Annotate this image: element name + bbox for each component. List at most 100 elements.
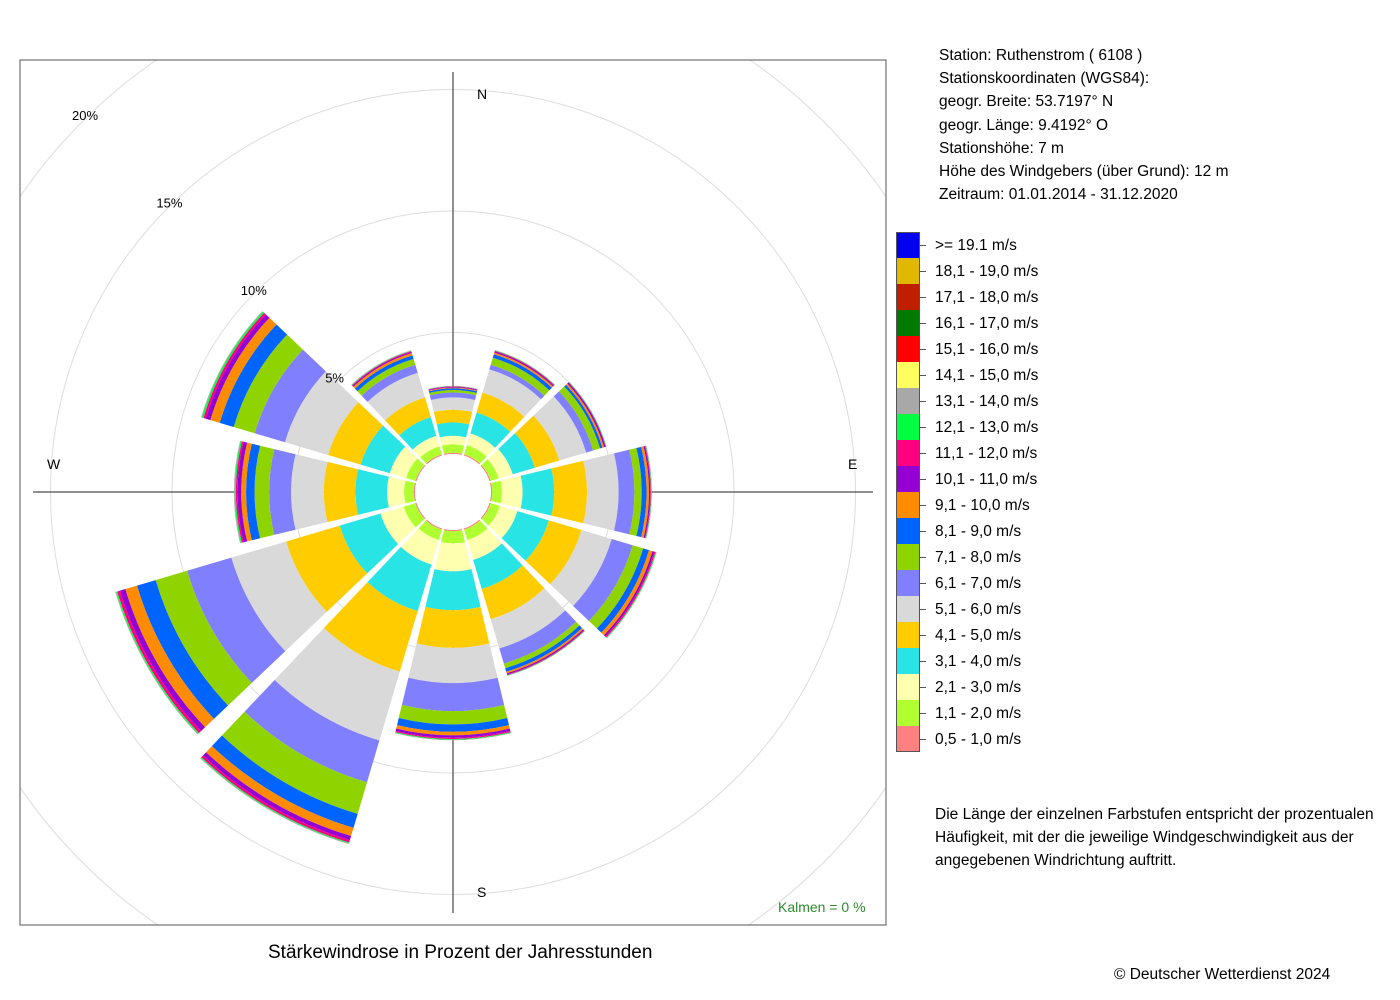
sector-band xyxy=(416,606,490,648)
sector-band xyxy=(430,397,476,413)
sector-band xyxy=(493,352,554,388)
compass-s: S xyxy=(477,884,486,900)
legend-swatch xyxy=(896,570,920,596)
legend-tick xyxy=(920,375,926,376)
legend-swatch xyxy=(896,388,920,414)
sector-band xyxy=(500,475,523,509)
calms-label: Kalmen = 0 % xyxy=(778,899,866,915)
legend-tick xyxy=(920,245,926,246)
legend-swatch xyxy=(896,336,920,362)
sector-band xyxy=(412,435,440,458)
sector-band xyxy=(187,557,286,683)
sector-band xyxy=(415,465,426,482)
sector-band xyxy=(463,454,480,465)
sector-band xyxy=(401,677,505,712)
sector-band xyxy=(466,433,496,457)
sector-band xyxy=(645,445,652,539)
sector-band xyxy=(429,392,477,400)
sector-band xyxy=(436,422,470,438)
sector-band xyxy=(480,502,491,519)
sector-band xyxy=(205,314,270,421)
sector-band xyxy=(367,546,432,612)
sector-band xyxy=(489,364,545,400)
station-height: Stationshöhe: 7 m xyxy=(939,139,1064,157)
sector-band xyxy=(291,454,328,530)
sector-band xyxy=(564,384,603,449)
sector-270 xyxy=(233,440,417,544)
sector-band xyxy=(354,355,414,392)
sector-band xyxy=(428,386,478,390)
legend-item: 9,1 - 10,0 m/s xyxy=(896,492,1096,518)
legend-label: 2,1 - 3,0 m/s xyxy=(935,679,1022,696)
sector-band xyxy=(395,730,511,739)
sector-band xyxy=(398,704,508,725)
sector-210 xyxy=(200,519,443,845)
legend-swatch xyxy=(896,726,920,752)
sector-band xyxy=(434,541,472,572)
sector-band xyxy=(489,482,493,502)
legend-item: 18,1 - 19,0 m/s xyxy=(896,258,1096,284)
legend-swatch xyxy=(896,284,920,310)
compass-w: W xyxy=(47,456,61,472)
explanation-note: Die Länge der einzelnen Farbstufen entsp… xyxy=(935,803,1395,873)
sector-90 xyxy=(489,445,652,539)
legend-swatch xyxy=(896,622,920,648)
sector-band xyxy=(487,449,513,479)
sector-band xyxy=(482,369,542,417)
sector-band xyxy=(125,585,214,728)
sector-band xyxy=(441,530,465,544)
sector-band xyxy=(514,415,560,468)
sector-band xyxy=(210,317,277,423)
legend-tick xyxy=(920,557,926,558)
sector-band xyxy=(463,519,480,530)
legend-swatch xyxy=(896,414,920,440)
sector-300 xyxy=(201,311,426,482)
sector-band xyxy=(395,732,511,741)
legend-tick xyxy=(920,531,926,532)
sector-band xyxy=(443,528,463,532)
legend-item: 14,1 - 15,0 m/s xyxy=(896,362,1096,388)
sector-band xyxy=(583,453,619,531)
sector-band xyxy=(439,435,467,446)
sector-band xyxy=(254,445,275,539)
legend-tick xyxy=(920,323,926,324)
ring-label: 20% xyxy=(72,108,98,123)
sector-band xyxy=(274,627,400,741)
sector-band xyxy=(339,513,399,574)
sector-band xyxy=(155,570,252,706)
sector-band xyxy=(367,372,425,421)
legend-swatch xyxy=(896,700,920,726)
center-hole xyxy=(415,454,491,530)
legend-tick xyxy=(920,479,926,480)
legend-item: 13,1 - 14,0 m/s xyxy=(896,388,1096,414)
legend-item: 16,1 - 17,0 m/s xyxy=(896,310,1096,336)
legend-tick xyxy=(920,739,926,740)
legend-label: >= 19.1 m/s xyxy=(935,237,1017,254)
sector-band xyxy=(525,520,582,585)
station-info: Station: Ruthenstrom ( 6108 ) Stationsko… xyxy=(939,44,1228,206)
sector-band xyxy=(503,621,580,669)
sector-0 xyxy=(428,385,478,456)
sector-band xyxy=(361,364,418,402)
sector-band xyxy=(206,746,354,836)
sector-band xyxy=(353,353,413,389)
legend-item: 4,1 - 5,0 m/s xyxy=(896,622,1096,648)
sector-band xyxy=(221,711,367,814)
longitude: geogr. Länge: 9.4192° O xyxy=(939,116,1109,134)
legend-swatch xyxy=(896,674,920,700)
legend-tick xyxy=(920,453,926,454)
legend-swatch xyxy=(896,440,920,466)
legend-item: 15,1 - 16,0 m/s xyxy=(896,336,1096,362)
copyright: © Deutscher Wetterdienst 2024 xyxy=(1114,966,1331,983)
sector-band xyxy=(588,545,644,629)
legend-swatch xyxy=(896,648,920,674)
note-line: Die Länge der einzelnen Farbstufen entsp… xyxy=(935,806,1374,823)
legend-swatch xyxy=(896,466,920,492)
legend-tick xyxy=(920,297,926,298)
legend-swatch xyxy=(896,232,920,258)
sector-band xyxy=(357,358,416,396)
legend-tick xyxy=(920,427,926,428)
legend-item: 11,1 - 12,0 m/s xyxy=(896,440,1096,466)
sector-band xyxy=(643,445,651,539)
